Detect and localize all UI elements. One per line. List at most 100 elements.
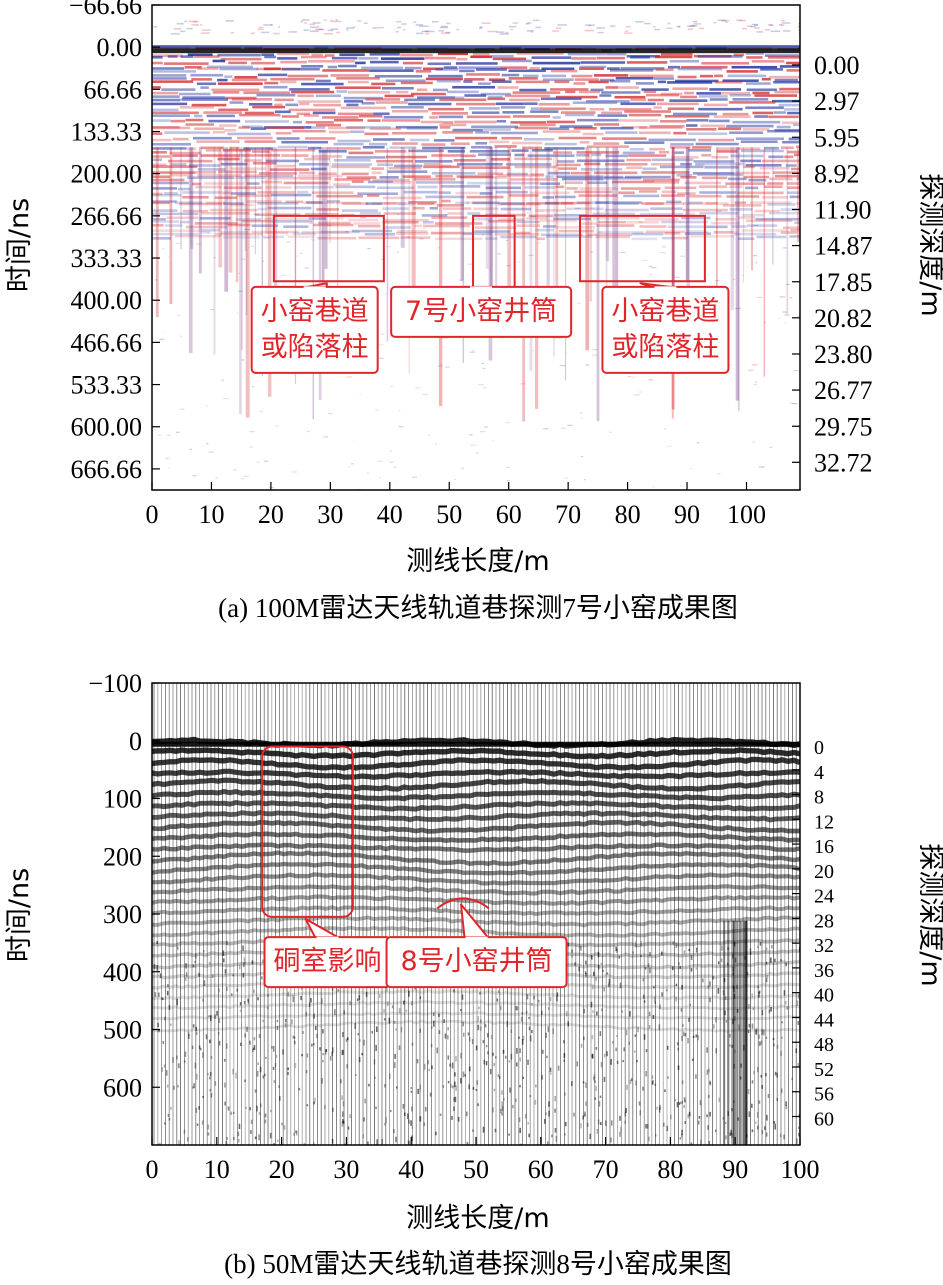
x-tick-label: 70 <box>555 500 581 529</box>
x-tick-label: 50 <box>463 1155 489 1184</box>
x-tick-label: 60 <box>528 1155 554 1184</box>
y-tick-label: 0.00 <box>97 33 143 62</box>
x-tick-label: 90 <box>722 1155 748 1184</box>
y2-tick-label: 44 <box>814 1009 834 1031</box>
x-tick-label: 100 <box>781 1155 820 1184</box>
y-tick-label: 66.66 <box>84 75 143 104</box>
y2-tick-label: 28 <box>814 910 834 932</box>
annotation-label: 7号小窑井筒 <box>405 296 557 327</box>
x-tick-label: 0 <box>146 500 159 529</box>
y2-tick-label: 8 <box>814 787 824 809</box>
panel-a-xlabel: 测线长度/m <box>406 546 549 577</box>
y2-tick-label: 29.75 <box>814 412 873 441</box>
x-tick-label: 40 <box>377 500 403 529</box>
panel-a-frame <box>151 4 801 491</box>
panel-b-annotations: 硐室影响 8号小窑井筒 <box>261 745 568 989</box>
y2-tick-label: 36 <box>814 960 834 982</box>
y2-tick-label: 24 <box>814 886 834 908</box>
y-tick-label: 666.66 <box>71 455 143 484</box>
x-tick-label: 10 <box>204 1155 230 1184</box>
panel-b-caption: (b) 50M雷达天线轨道巷探测8号小窑成果图 <box>224 1249 732 1279</box>
panel-a-x-ticks: 0 10 20 30 40 50 60 70 80 90 100 <box>146 482 766 529</box>
panel-b-x-ticks: 0 10 20 30 40 50 60 70 80 90 100 <box>146 1137 820 1184</box>
annotation-label: 小窑巷道 <box>261 296 369 327</box>
panel-a-y2label: 探测深度/m <box>915 173 943 316</box>
panel-a-y-ticks: −66.66 0.00 66.66 133.33 200.00 266.66 333.33 4… <box>69 0 160 484</box>
y2-tick-label: 0 <box>814 737 824 759</box>
panel-b-radargram <box>152 683 800 1145</box>
y2-tick-label: 40 <box>814 985 834 1007</box>
y-tick-label: 133.33 <box>71 118 143 147</box>
y2-tick-label: 14.87 <box>814 232 873 261</box>
x-tick-label: 90 <box>674 500 700 529</box>
y2-tick-label: 17.85 <box>814 268 873 297</box>
x-tick-label: 10 <box>198 500 224 529</box>
y2-tick-label: 4 <box>814 762 824 784</box>
y-tick-label: 533.33 <box>71 371 143 400</box>
x-tick-label: 70 <box>593 1155 619 1184</box>
y2-tick-label: 16 <box>814 836 834 858</box>
panel-a-radargram <box>152 5 800 490</box>
x-tick-label: 20 <box>269 1155 295 1184</box>
y2-tick-label: 8.92 <box>814 159 860 188</box>
y-tick-label: 300 <box>103 900 142 929</box>
y-tick-label: 600.00 <box>71 413 143 442</box>
x-tick-label: 80 <box>657 1155 683 1184</box>
y2-tick-label: 56 <box>814 1084 834 1106</box>
annotation-label: 硐室影响 <box>274 946 382 977</box>
annotation-label: 小窑巷道 <box>611 296 719 327</box>
panel-a-ylabel: 时间/ns <box>4 198 35 292</box>
x-tick-label: 40 <box>398 1155 424 1184</box>
annotation-label: 或陷落柱 <box>611 332 719 363</box>
panel-a-y2-ticks: 0.00 2.97 5.95 8.92 11.90 14.87 17.85 20.82 23.8… <box>792 51 873 477</box>
x-tick-label: 50 <box>436 500 462 529</box>
x-tick-label: 0 <box>146 1155 159 1184</box>
x-tick-label: 60 <box>496 500 522 529</box>
x-tick-label: 80 <box>615 500 641 529</box>
y2-tick-label: 0.00 <box>814 51 860 80</box>
y-tick-label: 400 <box>103 958 142 987</box>
y-tick-label: 466.66 <box>71 328 143 357</box>
annotation-box <box>261 745 354 918</box>
y-tick-label: 600 <box>103 1073 142 1102</box>
y2-tick-label: 2.97 <box>814 87 860 116</box>
y2-tick-label: 20 <box>814 861 834 883</box>
y-tick-label: 500 <box>103 1016 142 1045</box>
y2-tick-label: 26.77 <box>814 376 873 405</box>
x-tick-label: 20 <box>258 500 284 529</box>
x-tick-label: 30 <box>333 1155 359 1184</box>
y2-tick-label: 23.80 <box>814 340 873 369</box>
panel-a-caption: (a) 100M雷达天线轨道巷探测7号小窑成果图 <box>218 593 738 623</box>
y2-tick-label: 32 <box>814 935 834 957</box>
x-tick-label: 100 <box>727 500 766 529</box>
panel-b-y2label: 探测深度/m <box>915 843 943 986</box>
annotation-box <box>579 214 706 283</box>
y-tick-label: 200.00 <box>71 160 143 189</box>
y2-tick-label: 48 <box>814 1034 834 1056</box>
panel-b-xlabel: 测线长度/m <box>406 1203 549 1234</box>
x-tick-label: 30 <box>317 500 343 529</box>
annotation-arc <box>436 897 490 910</box>
y2-tick-label: 52 <box>814 1059 834 1081</box>
y-tick-label: 400.00 <box>71 286 143 315</box>
y-tick-label: 200 <box>103 842 142 871</box>
y-tick-label: −66.66 <box>69 0 142 20</box>
y-tick-label: 333.33 <box>71 244 143 273</box>
y-tick-label: 100 <box>103 785 142 814</box>
y2-tick-label: 11.90 <box>814 196 872 225</box>
panel-a: −66.660.0066.66133.33200.00266.66333.334… <box>4 0 943 623</box>
annotation-label: 或陷落柱 <box>261 332 369 363</box>
annotation-box <box>272 214 385 283</box>
y2-tick-label: 60 <box>814 1109 834 1131</box>
y2-tick-label: 12 <box>814 811 834 833</box>
panel-b-y-ticks: −100 0 100 200 300 400 500 600 <box>88 669 160 1102</box>
y-tick-label: −100 <box>88 669 142 698</box>
y2-tick-label: 20.82 <box>814 304 873 333</box>
y2-tick-label: 32.72 <box>814 448 873 477</box>
y-tick-label: 266.66 <box>71 202 143 231</box>
y2-tick-label: 5.95 <box>814 123 860 152</box>
